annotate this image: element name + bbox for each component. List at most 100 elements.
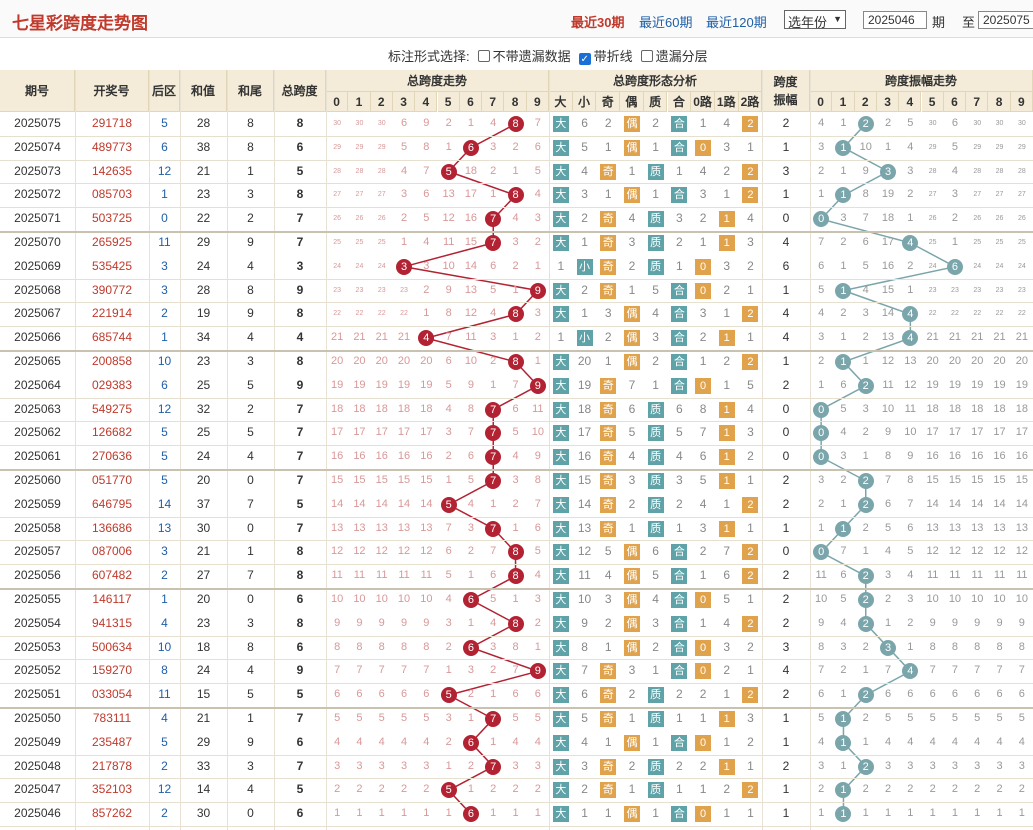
form-cell: 奇 <box>596 231 620 255</box>
form-cell: 4 <box>604 568 612 583</box>
form-cell: 3 <box>676 211 683 226</box>
form-badge-odd: 奇 <box>600 496 617 513</box>
form-cell: 1 <box>723 306 731 321</box>
column-divider <box>274 70 275 830</box>
header-issue[interactable]: 期号 <box>0 70 75 112</box>
miss-value: 15 <box>331 474 344 486</box>
miss-value: 16 <box>397 450 411 463</box>
miss-value: 11 <box>532 402 544 415</box>
amp-ball-value: 1 <box>835 520 852 537</box>
form-cell: 0 <box>691 588 715 612</box>
range-60-link[interactable]: 最近60期 <box>639 15 693 30</box>
miss-value: 9 <box>334 616 341 629</box>
amp-ball-value: 1 <box>835 734 852 751</box>
miss-value: 4 <box>534 569 541 582</box>
amp-cell: 2 <box>782 377 790 392</box>
amp-ball-value: 2 <box>857 473 874 489</box>
amp-miss-value: 12 <box>993 545 1006 558</box>
miss-value: 30 <box>355 120 364 127</box>
form-badge-r0: 0 <box>695 139 712 156</box>
amp-cell: 4 <box>782 330 790 345</box>
back-cell: 0 <box>161 211 168 226</box>
form-badge-prime: 质 <box>647 163 664 180</box>
number-cell: 126682 <box>91 425 133 440</box>
form-cell: 3 <box>699 306 707 321</box>
form-badge-even: 偶 <box>623 592 640 608</box>
range-30-link[interactable]: 最近30期 <box>571 15 625 30</box>
form-cell: 2 <box>739 540 763 564</box>
header-form-item: 0路 <box>691 92 715 112</box>
form-cell: 5 <box>723 592 731 606</box>
form-badge-even: 偶 <box>623 139 640 156</box>
miss-value: 12 <box>397 545 411 558</box>
miss-value: 3 <box>356 759 363 772</box>
miss-value: 10 <box>353 593 366 605</box>
range-120-link[interactable]: 最近120期 <box>706 15 767 30</box>
miss-value: 1 <box>445 140 452 153</box>
form-cell: 质 <box>644 398 668 422</box>
miss-value: 2 <box>534 236 541 248</box>
form-badge-r2: 2 <box>742 782 759 799</box>
amp-miss-value: 13 <box>926 521 939 534</box>
amp-ball-value: 2 <box>857 116 874 132</box>
form-cell: 2 <box>628 687 636 702</box>
year-select[interactable]: 选年份 ▼ <box>784 10 846 30</box>
miss-value: 25 <box>377 239 386 246</box>
form-cell: 大 <box>549 540 573 564</box>
amp-ball: 1 <box>832 279 854 303</box>
miss-value: 27 <box>333 191 342 199</box>
header-digit: 3 <box>392 92 416 112</box>
amp-miss-value: 4 <box>818 307 825 320</box>
amp-ball-value: 2 <box>857 758 874 775</box>
amp-miss-value: 7 <box>818 664 825 677</box>
amp-ball-value: 1 <box>835 354 852 370</box>
form-badge-r2: 2 <box>742 687 759 704</box>
form-badge-big: 大 <box>552 306 569 323</box>
amp-ball-value: 0 <box>813 544 830 561</box>
amp-miss-value: 17 <box>1015 426 1028 439</box>
miss-value: 19 <box>353 378 366 391</box>
checkbox-no-miss[interactable] <box>477 50 490 62</box>
form-cell: 大 <box>549 517 573 541</box>
miss-value: 3 <box>467 521 474 534</box>
miss-value: 6 <box>467 450 474 463</box>
amp-miss-value: 1 <box>996 807 1003 820</box>
sum-cell: 25 <box>196 425 211 440</box>
amp-miss-value: 1 <box>1018 807 1025 820</box>
amp-miss-value: 21 <box>993 331 1006 344</box>
form-cell: 6 <box>723 568 731 583</box>
tail-cell: 3 <box>247 758 254 773</box>
from-issue-input[interactable]: 2025046 <box>863 11 927 29</box>
form-cell: 合 <box>668 540 692 564</box>
number-cell: 029383 <box>91 377 133 392</box>
miss-value: 29 <box>377 143 386 151</box>
amp-miss-value: 1 <box>929 807 936 820</box>
span-ball: 8 <box>504 612 526 636</box>
span-cell: 4 <box>296 330 304 345</box>
column-divider <box>549 70 550 830</box>
span-ball: 4 <box>415 326 437 350</box>
checkbox-layer[interactable] <box>640 50 653 62</box>
amp-ball-value: 0 <box>813 425 830 442</box>
amp-miss-value: 8 <box>862 188 869 201</box>
tail-cell: 8 <box>247 116 254 130</box>
miss-value: 2 <box>512 259 519 272</box>
miss-value: 22 <box>377 310 386 318</box>
form-badge-r1: 1 <box>718 758 735 775</box>
amp-miss-value: 9 <box>884 426 892 439</box>
span-ball-value: 9 <box>529 377 546 394</box>
issue-cell: 2025062 <box>14 425 61 440</box>
amp-miss-value: 1 <box>840 759 847 772</box>
span-cell: 5 <box>296 782 304 797</box>
span-cell: 6 <box>296 639 304 654</box>
amp-miss-value: 5 <box>884 712 892 724</box>
miss-value: 23 <box>400 286 408 294</box>
span-ball: 8 <box>504 112 526 136</box>
miss-value: 19 <box>420 378 433 391</box>
miss-value: 28 <box>377 167 386 175</box>
number-cell: 535425 <box>91 258 133 273</box>
miss-value: 18 <box>464 164 478 177</box>
checkbox-polyline[interactable]: ✓ <box>578 53 591 65</box>
to-issue-input[interactable]: 2025075 <box>978 11 1033 29</box>
miss-value: 2 <box>490 783 497 796</box>
